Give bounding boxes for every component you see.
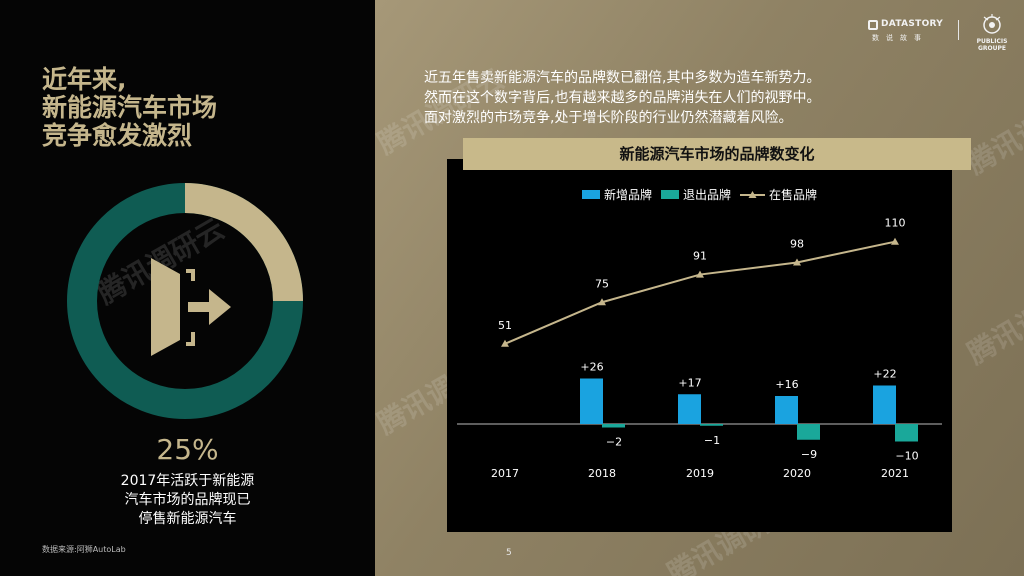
page-headline: 近年来, 新能源汽车市场 竞争愈发激烈: [42, 66, 217, 150]
bar-label-exit: −10: [895, 450, 918, 463]
datastory-mark-icon: [868, 20, 878, 30]
stat-caption: 2017年活跃于新能源 汽车市场的品牌现已 停售新能源汽车: [0, 472, 375, 529]
legend-marker-line: [748, 191, 757, 198]
line-point-on-sale: [696, 270, 704, 278]
legend-swatch-exit: [661, 190, 679, 199]
x-tick-label: 2017: [491, 467, 519, 480]
datastory-subtitle: 数说故事: [872, 34, 928, 42]
chart-panel: 新增品牌 退出品牌 在售品牌 +26 −2 +17 −1 +16 −9 +22 −10 51 75 91 9…: [447, 159, 952, 532]
publicis-line: PUBLICIS: [976, 38, 1008, 45]
donut-chart: [64, 180, 306, 422]
bar-exit-brands: [797, 424, 820, 440]
x-tick-label: 2019: [686, 467, 714, 480]
line-label-on-sale: 75: [595, 277, 609, 290]
bar-label-exit: −2: [606, 436, 622, 449]
legend-label-new: 新增品牌: [604, 187, 652, 202]
bar-exit-brands: [700, 424, 723, 426]
bar-label-exit: −1: [704, 434, 720, 447]
x-tick-label: 2018: [588, 467, 616, 480]
brand-count-chart: 新增品牌 退出品牌 在售品牌 +26 −2 +17 −1 +16 −9 +22 −10 51 75 91 9…: [457, 187, 942, 480]
datastory-wordmark: DATASTORY: [881, 19, 944, 29]
publicis-wordmark: PUBLICIS GROUPE: [967, 38, 1017, 52]
bar-new-brands: [775, 396, 798, 424]
line-point-on-sale: [598, 298, 606, 306]
x-tick-label: 2020: [783, 467, 811, 480]
line-label-on-sale: 91: [693, 250, 707, 263]
bar-exit-brands: [602, 424, 625, 428]
groupe-line: GROUPE: [977, 45, 1006, 52]
line-point-on-sale: [501, 339, 509, 347]
caption-line: 汽车市场的品牌现已: [124, 492, 251, 508]
datastory-logo: DATASTORY 数说故事: [868, 18, 948, 46]
lion-emblem-icon: [983, 14, 1001, 34]
intro-line: 近五年售卖新能源汽车的品牌数已翻倍,其中多数为造车新势力。: [424, 70, 821, 86]
headline-line: 新能源汽车市场: [42, 93, 218, 122]
legend-label-exit: 退出品牌: [683, 188, 731, 202]
bar-label-new: +26: [580, 361, 603, 374]
bar-new-brands: [678, 394, 701, 424]
bar-label-new: +16: [775, 378, 798, 391]
left-panel: [0, 0, 375, 576]
line-point-on-sale: [891, 237, 899, 245]
legend-swatch-new: [582, 190, 600, 199]
legend-label-line: 在售品牌: [769, 187, 817, 202]
bar-exit-brands: [895, 424, 918, 442]
exit-door-arrow-icon: [151, 258, 231, 356]
stat-percent: 25%: [156, 433, 219, 466]
bar-label-new: +17: [678, 376, 701, 389]
bar-new-brands: [873, 385, 896, 424]
donut-highlight-slice: [184, 183, 303, 302]
intro-line: 面对激烈的市场竞争,处于增长阶段的行业仍然潜藏着风险。: [424, 110, 793, 126]
publicis-logo: PUBLICIS GROUPE: [967, 14, 1017, 52]
line-label-on-sale: 51: [498, 319, 512, 332]
logo-divider: [958, 20, 959, 40]
page-number: 5: [506, 548, 512, 558]
line-point-on-sale: [793, 258, 801, 266]
line-label-on-sale: 110: [885, 217, 906, 230]
bar-new-brands: [580, 378, 603, 424]
data-source: 数据来源:阿狮AutoLab: [42, 545, 126, 554]
line-label-on-sale: 98: [790, 237, 804, 250]
intro-line: 然而在这个数字背后,也有越来越多的品牌消失在人们的视野中。: [424, 90, 821, 106]
caption-line: 2017年活跃于新能源: [120, 473, 255, 489]
headline-line: 近年来,: [42, 65, 127, 94]
chart-title: 新能源汽车市场的品牌数变化: [463, 138, 971, 170]
bar-label-exit: −9: [801, 448, 817, 461]
headline-line: 竞争愈发激烈: [42, 121, 193, 150]
bar-label-new: +22: [873, 368, 896, 381]
x-tick-label: 2021: [881, 467, 909, 480]
intro-text: 近五年售卖新能源汽车的品牌数已翻倍,其中多数为造车新势力。 然而在这个数字背后,…: [424, 68, 820, 128]
caption-line: 停售新能源汽车: [138, 511, 237, 527]
